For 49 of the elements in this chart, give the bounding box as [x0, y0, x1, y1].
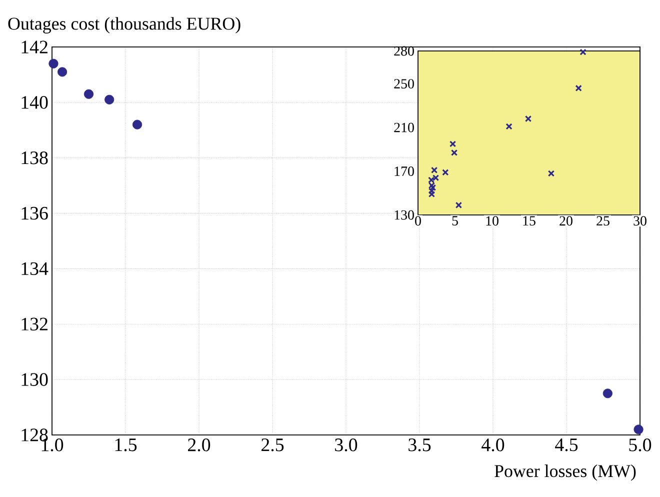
x-tick-label: 3.0 — [335, 438, 358, 452]
point — [442, 169, 449, 176]
point — [428, 188, 436, 194]
point — [132, 120, 142, 130]
x-tick-label: 30 — [634, 216, 646, 226]
x-tick-label: 4.0 — [482, 438, 504, 452]
y-tick-label: 132 — [22, 318, 48, 330]
point — [524, 115, 532, 122]
y-tick-label: 130 — [394, 210, 414, 220]
point — [430, 166, 438, 174]
point — [449, 140, 456, 148]
point — [450, 149, 458, 156]
y-tick-label: 210 — [394, 122, 414, 132]
y-tick-label: 170 — [394, 166, 414, 176]
point — [455, 202, 462, 208]
x-tick-label: 2.5 — [262, 438, 284, 452]
point — [84, 89, 94, 99]
y-tick-label: 130 — [22, 373, 48, 386]
point — [104, 94, 114, 104]
point — [506, 123, 512, 130]
y-tick-label: 136 — [22, 206, 48, 220]
x-tick-label: 3.5 — [408, 438, 431, 452]
point — [634, 424, 644, 434]
x-tick-label: 1.5 — [115, 438, 137, 452]
x-tick-label: 20 — [560, 216, 572, 226]
x-tick-label: 5.0 — [629, 438, 652, 452]
x-tick-label: 4.5 — [555, 438, 578, 452]
y-tick-label: 134 — [22, 262, 48, 276]
point — [548, 170, 555, 177]
y-axis-title: Outages cost (thousands EURO) — [8, 17, 240, 34]
point — [48, 58, 58, 68]
point — [580, 48, 586, 56]
x-tick-label: 15 — [523, 216, 536, 226]
x-tick-label: 10 — [486, 216, 498, 226]
point — [58, 67, 68, 77]
x-axis-title: Power losses (MW) — [494, 464, 636, 481]
y-tick-label: 140 — [22, 96, 48, 109]
point — [602, 388, 612, 398]
x-tick-label: 0 — [415, 216, 421, 226]
point — [429, 184, 436, 191]
x-tick-label: 25 — [596, 216, 610, 226]
x-tick-label: 2.0 — [188, 438, 210, 452]
y-tick-label: 142 — [22, 40, 48, 54]
point — [575, 84, 582, 92]
x-tick-label: 5 — [452, 216, 458, 226]
point — [428, 190, 436, 198]
point — [432, 174, 440, 182]
y-tick-label: 250 — [394, 79, 414, 88]
y-tick-label: 138 — [22, 151, 48, 164]
